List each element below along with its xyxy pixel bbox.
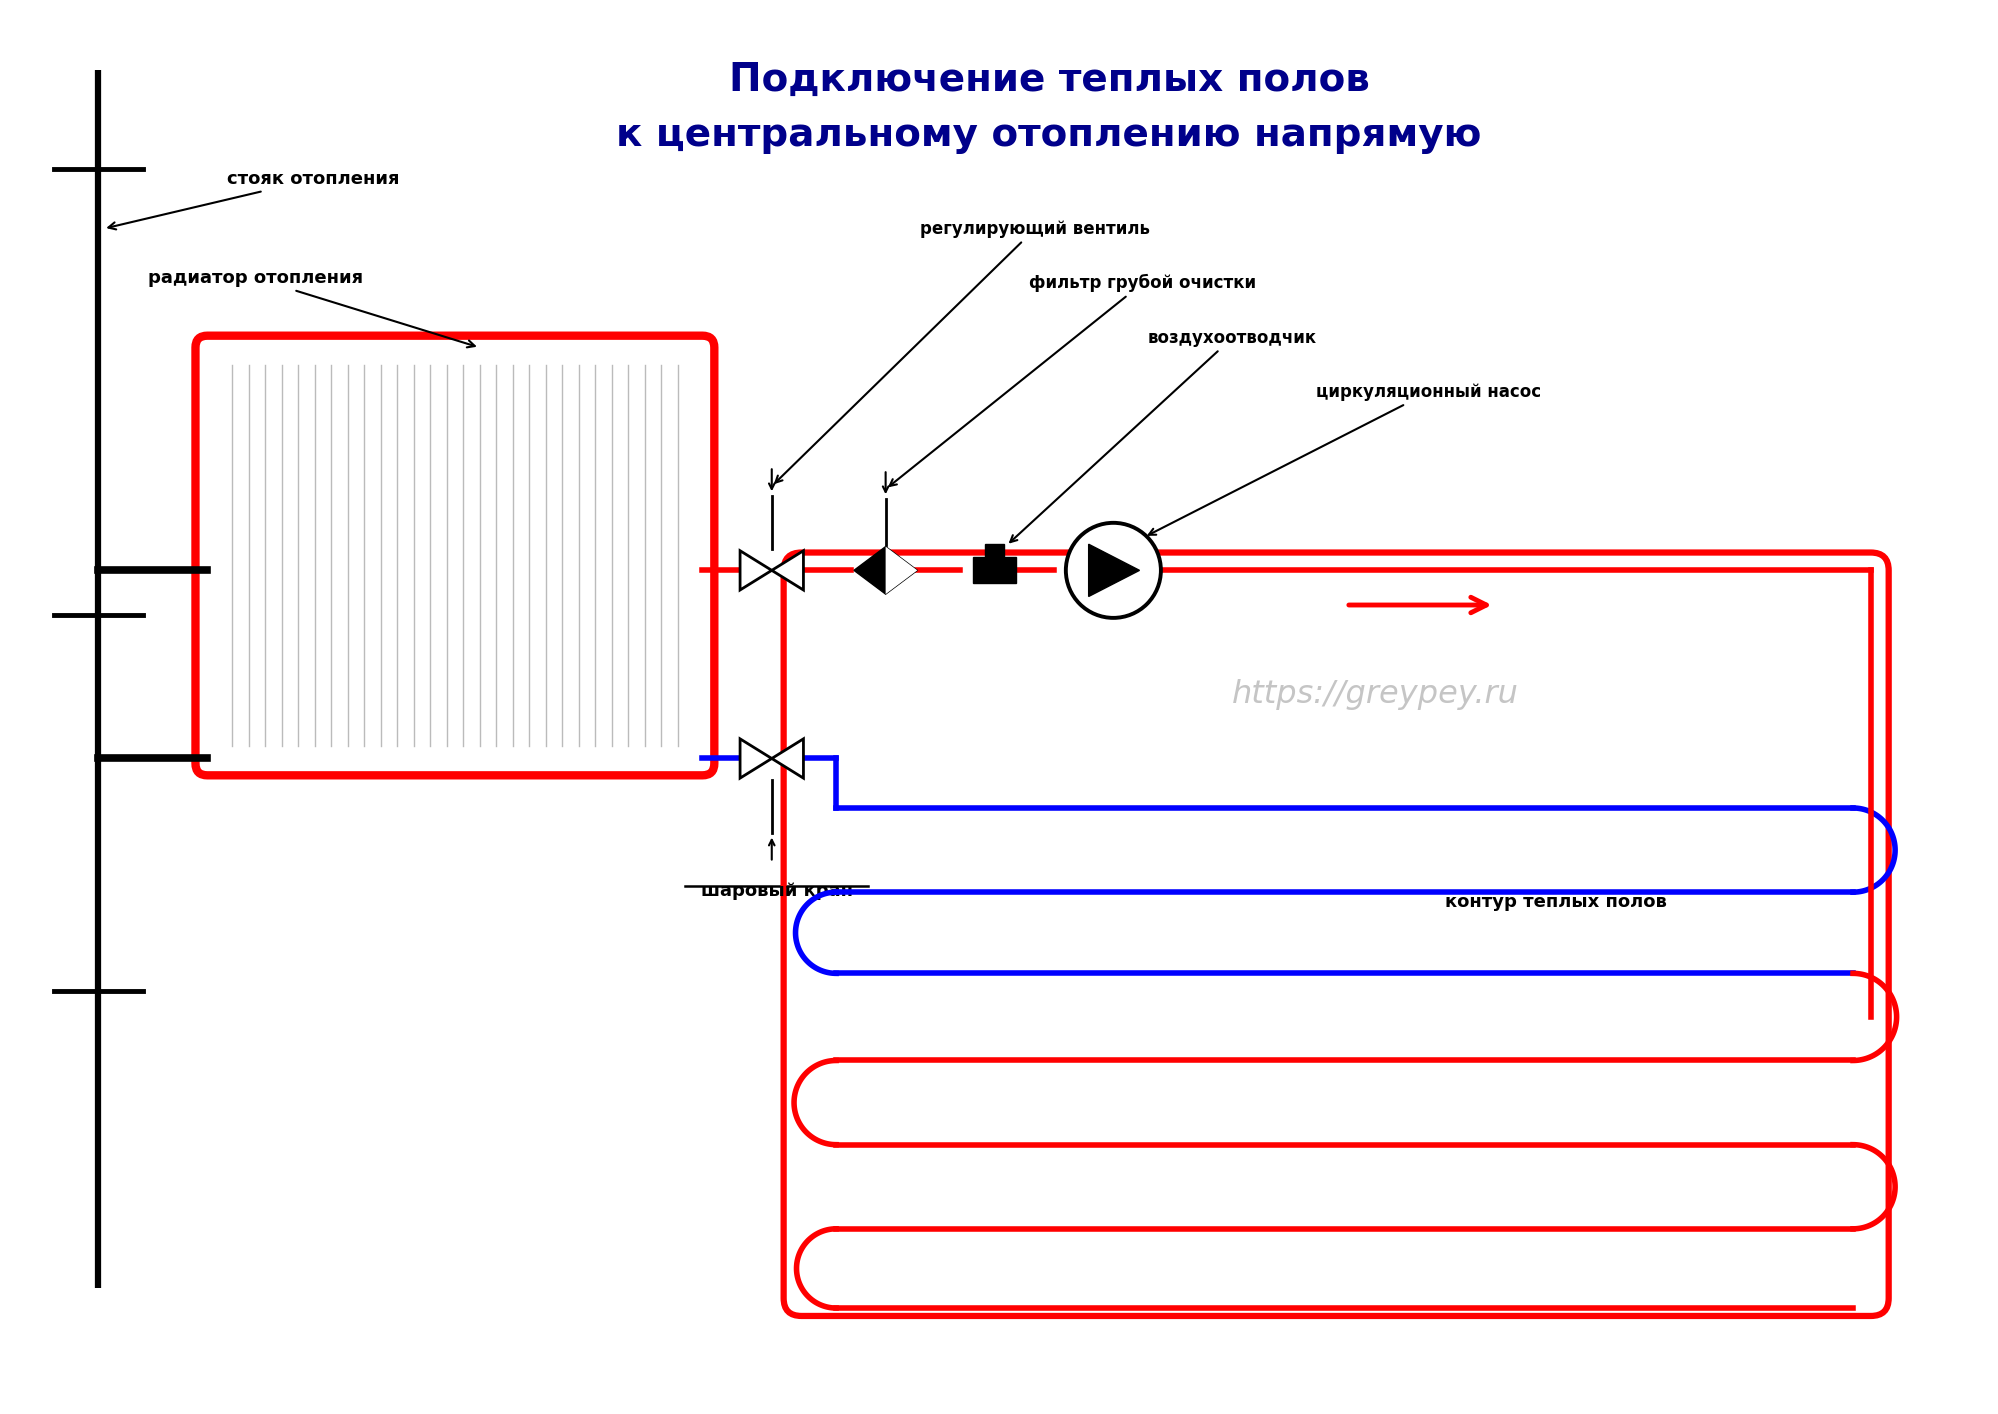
Text: воздухоотводчик: воздухоотводчик	[1009, 328, 1317, 542]
Bar	[973, 557, 1015, 584]
Bar	[985, 544, 1003, 559]
FancyBboxPatch shape	[196, 335, 713, 775]
Text: радиатор отопления: радиатор отопления	[148, 269, 476, 348]
Circle shape	[1065, 523, 1161, 618]
Polygon shape	[771, 740, 803, 778]
Text: Подключение теплых полов: Подключение теплых полов	[727, 61, 1369, 99]
Polygon shape	[1089, 544, 1139, 597]
Text: регулирующий вентиль: регулирующий вентиль	[775, 219, 1149, 482]
Text: стояк отопления: стояк отопления	[108, 170, 400, 229]
Text: https://greypey.ru: https://greypey.ru	[1231, 679, 1518, 710]
Text: к центральному отоплению напрямую: к центральному отоплению напрямую	[615, 116, 1481, 154]
Polygon shape	[853, 547, 917, 594]
Text: шаровый кран: шаровый кран	[701, 882, 853, 901]
Polygon shape	[739, 550, 771, 590]
Polygon shape	[885, 547, 917, 594]
Text: фильтр грубой очистки: фильтр грубой очистки	[889, 274, 1255, 486]
Text: циркуляционный насос: циркуляционный насос	[1149, 383, 1540, 534]
Polygon shape	[771, 550, 803, 590]
Text: контур теплых полов: контур теплых полов	[1445, 894, 1666, 911]
Polygon shape	[739, 740, 771, 778]
